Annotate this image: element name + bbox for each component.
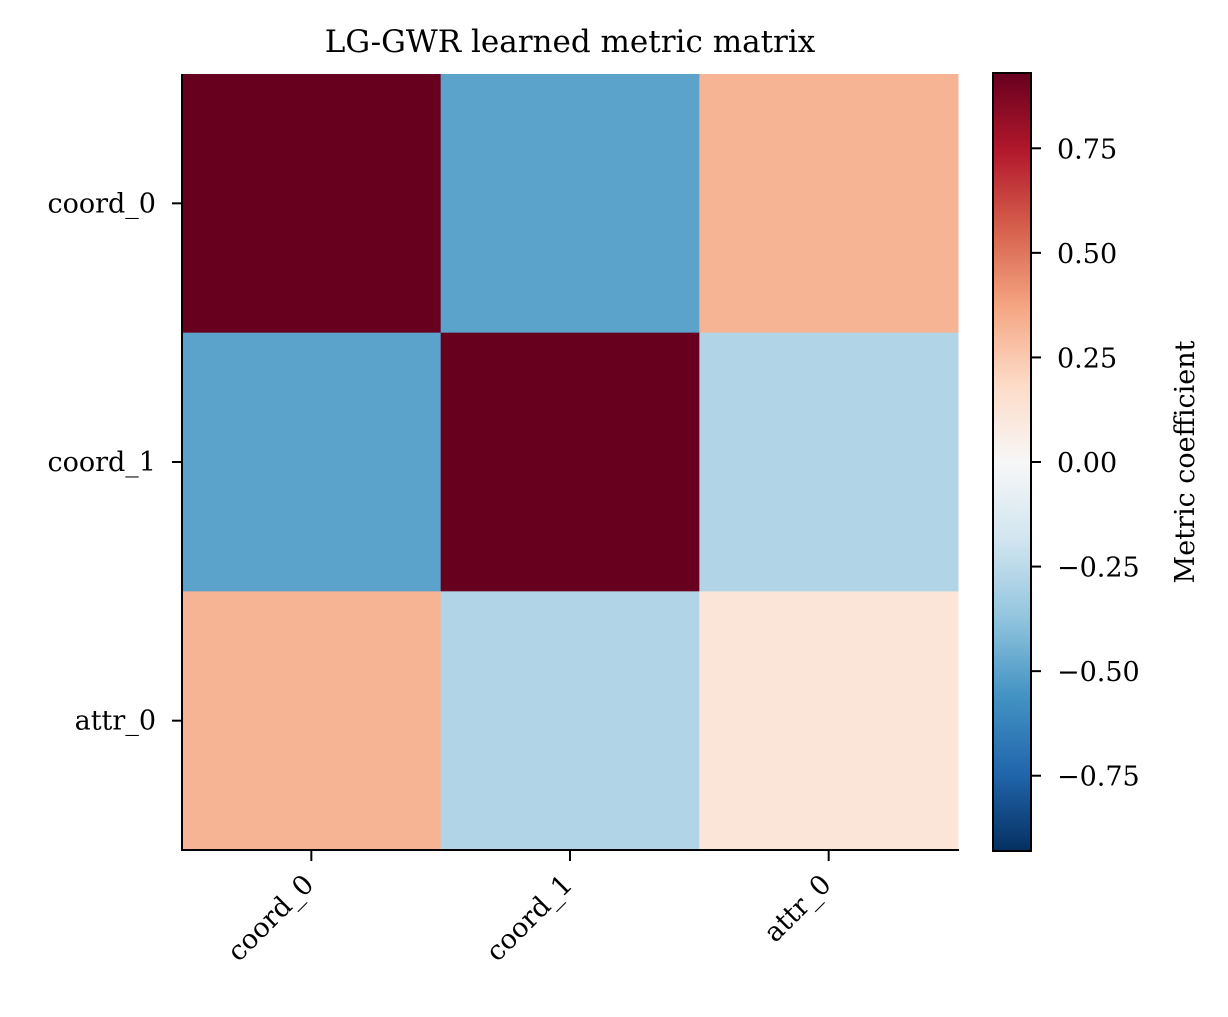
colorbar-label: Metric coefficient (1170, 340, 1201, 583)
heatmap-cells (182, 74, 959, 851)
x-tick-label: attr_0 (758, 869, 837, 948)
x-tick-label: coord_0 (222, 869, 321, 968)
colorbar-tick-label: 0.25 (1057, 343, 1117, 374)
y-tick-label: coord_0 (47, 188, 156, 219)
colorbar-tick-label: −0.25 (1057, 553, 1140, 584)
chart-title: LG-GWR learned metric matrix (325, 24, 816, 60)
colorbar-ticks: 0.75 0.50 0.25 0.00 −0.25 −0.50 −0.75 (1031, 134, 1140, 793)
heatmap-cell-coord_1-attr_0 (699, 332, 959, 592)
colorbar-tick-label: −0.75 (1057, 762, 1140, 793)
colorbar-tick-label: 0.75 (1057, 134, 1117, 165)
y-axis-ticks: coord_0 coord_1 attr_0 (47, 188, 182, 737)
heatmap-cell-coord_0-attr_0 (699, 74, 959, 334)
heatmap-cell-coord_1-coord_0 (182, 332, 442, 592)
colorbar-tick-label: 0.50 (1057, 239, 1117, 270)
heatmap-cell-attr_0-attr_0 (699, 591, 959, 851)
x-tick-label: coord_1 (480, 869, 579, 968)
x-axis-ticks: coord_0 coord_1 attr_0 (222, 850, 838, 968)
heatmap-cell-coord_0-coord_0 (182, 74, 442, 334)
colorbar (992, 72, 1032, 852)
y-tick-label: coord_1 (47, 447, 156, 478)
colorbar-tick-label: −0.50 (1057, 657, 1140, 688)
colorbar-tick-label: 0.00 (1057, 448, 1117, 479)
y-tick-label: attr_0 (75, 706, 156, 737)
heatmap-cell-coord_0-coord_1 (440, 74, 700, 334)
heatmap-cell-coord_1-coord_1 (440, 332, 700, 592)
heatmap-cell-attr_0-coord_1 (440, 591, 700, 851)
heatmap-cell-attr_0-coord_0 (182, 591, 442, 851)
